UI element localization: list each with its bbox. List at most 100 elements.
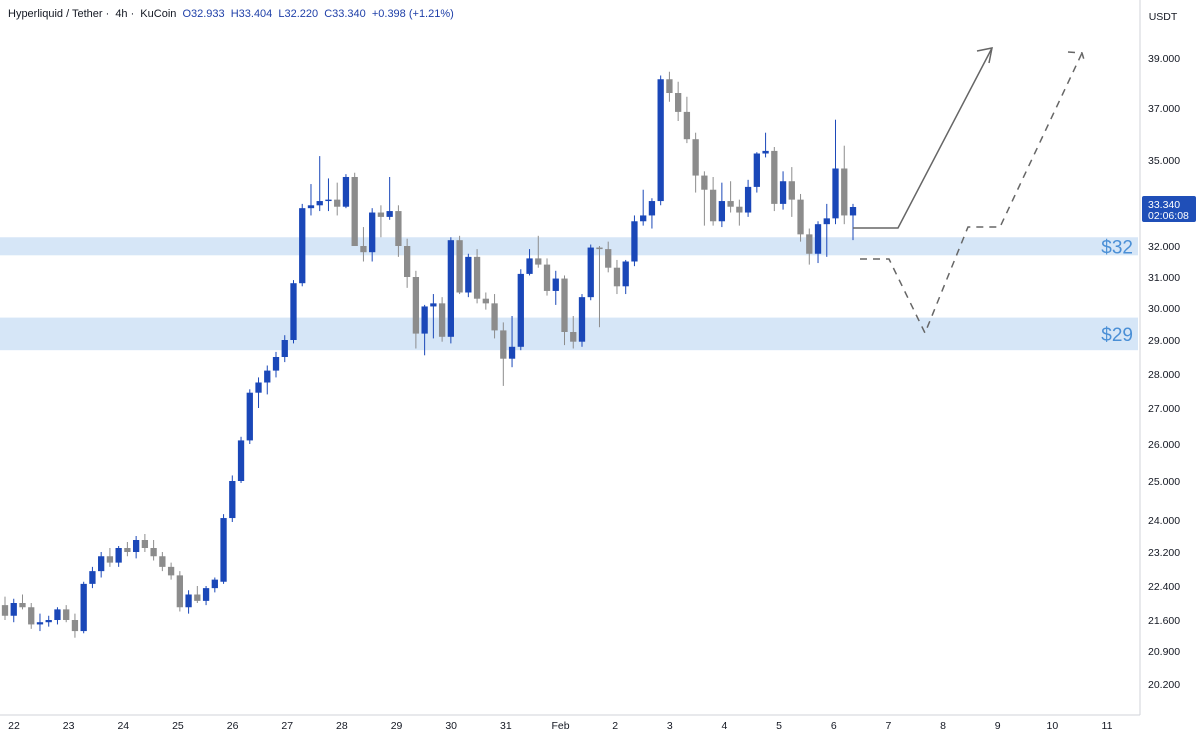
- candle: [500, 322, 507, 386]
- candle: [412, 270, 420, 349]
- candle-body: [229, 481, 236, 519]
- alternative-projection-line: [860, 52, 1083, 335]
- time-tick-label: 10: [1047, 720, 1059, 732]
- candle-body: [814, 224, 822, 254]
- candle: [290, 280, 297, 344]
- projection-arrows: [853, 47, 1086, 335]
- candle-body: [683, 111, 691, 140]
- candle-body: [19, 603, 26, 608]
- candle: [36, 613, 44, 632]
- candle: [124, 542, 131, 557]
- candle: [666, 71, 673, 102]
- zone-label-2: $29: [1101, 325, 1133, 346]
- candle: [106, 548, 114, 567]
- candle-body: [718, 201, 726, 222]
- price-tick-label: 20.900: [1148, 646, 1180, 658]
- candle-body: [98, 556, 105, 572]
- candle-body: [535, 258, 542, 265]
- candle-body: [246, 392, 253, 441]
- candle-body: [648, 201, 656, 216]
- candle-body: [841, 168, 848, 216]
- low-value: L32.220: [278, 8, 319, 20]
- time-tick-label: 30: [445, 720, 457, 732]
- candle: [806, 228, 813, 265]
- support-zone-1: [0, 237, 1138, 256]
- time-tick-label: 3: [667, 720, 673, 732]
- candle: [299, 203, 306, 287]
- candle: [159, 552, 166, 572]
- candle-body: [631, 221, 638, 262]
- candle-body: [561, 278, 568, 332]
- close-value: C33.340: [324, 8, 366, 20]
- candle-body: [54, 609, 61, 620]
- candle: [508, 316, 516, 368]
- candle-body: [369, 212, 376, 253]
- candle-body: [334, 199, 341, 207]
- candle-body: [465, 256, 472, 293]
- candle-body: [386, 211, 393, 217]
- candle: [683, 96, 691, 144]
- candle-body: [570, 332, 577, 342]
- candle-body: [185, 594, 192, 608]
- candle: [771, 147, 778, 212]
- candle: [744, 179, 752, 217]
- candle: [526, 249, 533, 276]
- candle-body: [290, 283, 297, 340]
- candle-body: [360, 246, 367, 253]
- candle-body: [456, 240, 463, 293]
- time-tick-label: 22: [8, 720, 20, 732]
- candle-body: [45, 620, 52, 623]
- candle-body: [727, 201, 734, 207]
- candle: [63, 605, 70, 623]
- interval-label[interactable]: 4h: [115, 8, 128, 20]
- price-tick-label: 25.000: [1148, 476, 1180, 488]
- candle-body: [823, 218, 830, 225]
- candle-body: [10, 603, 17, 616]
- price-tick-label: 21.600: [1148, 615, 1180, 627]
- candle: [473, 249, 481, 304]
- candle-body: [71, 620, 79, 632]
- candle: [701, 171, 708, 226]
- candle: [447, 237, 455, 344]
- candle: [334, 182, 341, 216]
- candle-body: [307, 205, 315, 209]
- candle: [570, 316, 577, 349]
- candle-body: [115, 548, 122, 563]
- candle-body: [202, 588, 210, 601]
- exchange-label: KuCoin: [140, 8, 177, 20]
- change-value: +0.398 (+1.21%): [371, 8, 454, 20]
- candle: [351, 172, 358, 246]
- candle: [605, 241, 612, 273]
- candle-body: [412, 277, 420, 334]
- time-tick-label: 24: [117, 720, 129, 732]
- candle: [535, 235, 542, 268]
- candle: [657, 75, 664, 206]
- candle-body: [316, 201, 323, 206]
- candle-body: [132, 540, 140, 552]
- candle-body: [640, 215, 647, 222]
- candle: [823, 203, 830, 257]
- candle: [176, 571, 183, 612]
- candle: [141, 534, 149, 552]
- candle-body: [771, 150, 778, 204]
- candle-body: [701, 175, 708, 190]
- candle-body: [141, 540, 149, 548]
- candle: [403, 238, 411, 288]
- candle-body: [744, 186, 752, 213]
- time-tick-label: 7: [885, 720, 891, 732]
- candle: [832, 119, 839, 225]
- candle-body: [447, 240, 455, 337]
- candle-body: [299, 208, 306, 284]
- candle: [465, 253, 472, 298]
- time-axis[interactable]: 22 23 24 25 26 27 28 29 30 31 Feb 2 3 4 5 6 7 8 9 10 11: [0, 714, 1140, 732]
- candle-body: [63, 609, 70, 620]
- symbol-label[interactable]: Hyperliquid / Tether: [8, 8, 103, 20]
- candle: [71, 613, 79, 638]
- candle-body: [159, 556, 166, 567]
- candle: [325, 178, 332, 212]
- candle-body: [176, 575, 183, 608]
- candle-body: [613, 267, 621, 287]
- candle: [622, 259, 629, 295]
